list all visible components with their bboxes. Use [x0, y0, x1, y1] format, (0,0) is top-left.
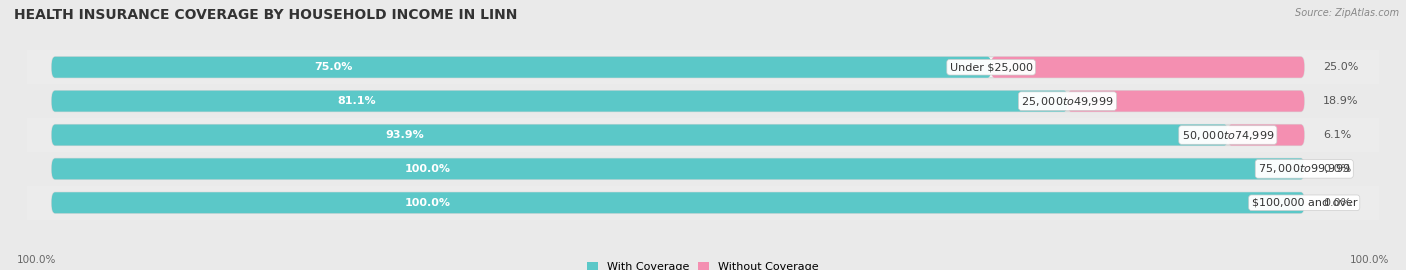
Text: Under $25,000: Under $25,000	[949, 62, 1032, 72]
FancyBboxPatch shape	[52, 124, 1227, 146]
Bar	[27, 50, 1379, 84]
FancyBboxPatch shape	[52, 57, 991, 78]
FancyBboxPatch shape	[52, 57, 1305, 78]
FancyBboxPatch shape	[52, 158, 1305, 179]
Text: $50,000 to $74,999: $50,000 to $74,999	[1181, 129, 1274, 141]
Text: 100.0%: 100.0%	[405, 164, 450, 174]
Text: 6.1%: 6.1%	[1323, 130, 1351, 140]
Text: 0.0%: 0.0%	[1323, 164, 1351, 174]
Text: 18.9%: 18.9%	[1323, 96, 1358, 106]
FancyBboxPatch shape	[991, 57, 1305, 78]
FancyBboxPatch shape	[52, 91, 1305, 112]
Text: $100,000 and over: $100,000 and over	[1251, 198, 1357, 208]
Text: 100.0%: 100.0%	[405, 198, 450, 208]
Text: 75.0%: 75.0%	[315, 62, 353, 72]
Text: $25,000 to $49,999: $25,000 to $49,999	[1021, 94, 1114, 108]
FancyBboxPatch shape	[52, 192, 1305, 213]
Text: 81.1%: 81.1%	[337, 96, 375, 106]
Bar	[27, 118, 1379, 152]
Text: 100.0%: 100.0%	[17, 255, 56, 265]
Text: 93.9%: 93.9%	[385, 130, 423, 140]
Text: $75,000 to $99,999: $75,000 to $99,999	[1258, 162, 1351, 176]
FancyBboxPatch shape	[52, 158, 1305, 179]
FancyBboxPatch shape	[52, 124, 1305, 146]
FancyBboxPatch shape	[1227, 124, 1305, 146]
Bar	[27, 186, 1379, 220]
FancyBboxPatch shape	[52, 91, 1067, 112]
Text: HEALTH INSURANCE COVERAGE BY HOUSEHOLD INCOME IN LINN: HEALTH INSURANCE COVERAGE BY HOUSEHOLD I…	[14, 8, 517, 22]
Text: Source: ZipAtlas.com: Source: ZipAtlas.com	[1295, 8, 1399, 18]
FancyBboxPatch shape	[52, 192, 1305, 213]
Text: 100.0%: 100.0%	[1350, 255, 1389, 265]
FancyBboxPatch shape	[1067, 91, 1305, 112]
Text: 0.0%: 0.0%	[1323, 198, 1351, 208]
Bar	[27, 152, 1379, 186]
Legend: With Coverage, Without Coverage: With Coverage, Without Coverage	[582, 257, 824, 270]
Text: 25.0%: 25.0%	[1323, 62, 1358, 72]
Bar	[27, 84, 1379, 118]
